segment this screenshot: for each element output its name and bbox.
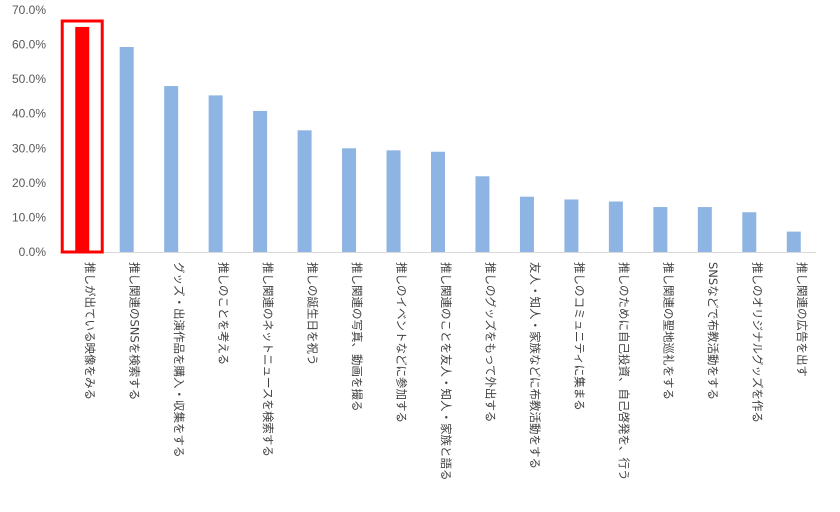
- x-category-label: 推し関連の広告を出す: [795, 262, 809, 377]
- bar: [742, 212, 757, 252]
- x-category-label: 推しの誕生日を祝う: [306, 262, 320, 366]
- y-tick-label: 30.0%: [12, 141, 46, 155]
- x-category-label: 友人・知人・家族などに布教活動をする: [528, 262, 542, 469]
- y-tick-label: 40.0%: [12, 107, 46, 121]
- x-category-label: 推しのコミュニティに集まる: [572, 262, 586, 411]
- x-category-label: 推し関連のSNSを検索する: [128, 262, 142, 400]
- x-category-label: 推し関連の写真、動画を撮る: [350, 262, 364, 412]
- x-category-label: 推しが出ている映像をみる: [83, 262, 97, 400]
- x-category-label: 推しのために自己投資、自己啓発を、行う: [617, 262, 631, 481]
- bar: [697, 207, 712, 252]
- bar: [164, 86, 179, 252]
- y-tick-label: 50.0%: [12, 72, 46, 86]
- bar: [786, 231, 801, 252]
- bar: [431, 151, 445, 252]
- bar: [253, 110, 268, 252]
- y-tick-label: 0.0%: [19, 245, 47, 259]
- bar: [564, 199, 579, 252]
- bar-highlighted: [75, 26, 90, 252]
- x-category-label: グッズ・出演作品を購入・収集をする: [172, 262, 186, 458]
- y-tick-label: 70.0%: [12, 3, 46, 17]
- x-category-label: 推しのことを考える: [217, 262, 231, 365]
- bar: [519, 196, 534, 252]
- y-tick-label: 20.0%: [12, 176, 46, 190]
- x-category-label: 推し関連のネットニュースを検索する: [261, 262, 275, 457]
- highlight-frame: [60, 19, 104, 254]
- x-category-label: 推し関連の聖地巡礼をする: [661, 262, 675, 400]
- bar: [475, 176, 490, 252]
- x-category-label: 推しのオリジナルグッズを作る: [750, 262, 764, 423]
- bar: [208, 95, 223, 253]
- bar: [297, 130, 312, 252]
- x-category-label: 推し関連のことを友人・知人・家族と語る: [439, 262, 453, 481]
- y-tick-label: 10.0%: [12, 210, 46, 224]
- bar: [386, 150, 401, 252]
- x-category-label: SNSなどで布教活動をする: [706, 262, 720, 400]
- x-category-label: 推しのグッズをもって外出する: [483, 262, 497, 422]
- bar: [119, 46, 134, 253]
- bar: [608, 201, 623, 252]
- y-tick-label: 60.0%: [12, 38, 46, 52]
- bar: [342, 148, 357, 252]
- x-category-label: 推しのイベントなどに参加する: [395, 262, 409, 423]
- bar: [653, 207, 668, 252]
